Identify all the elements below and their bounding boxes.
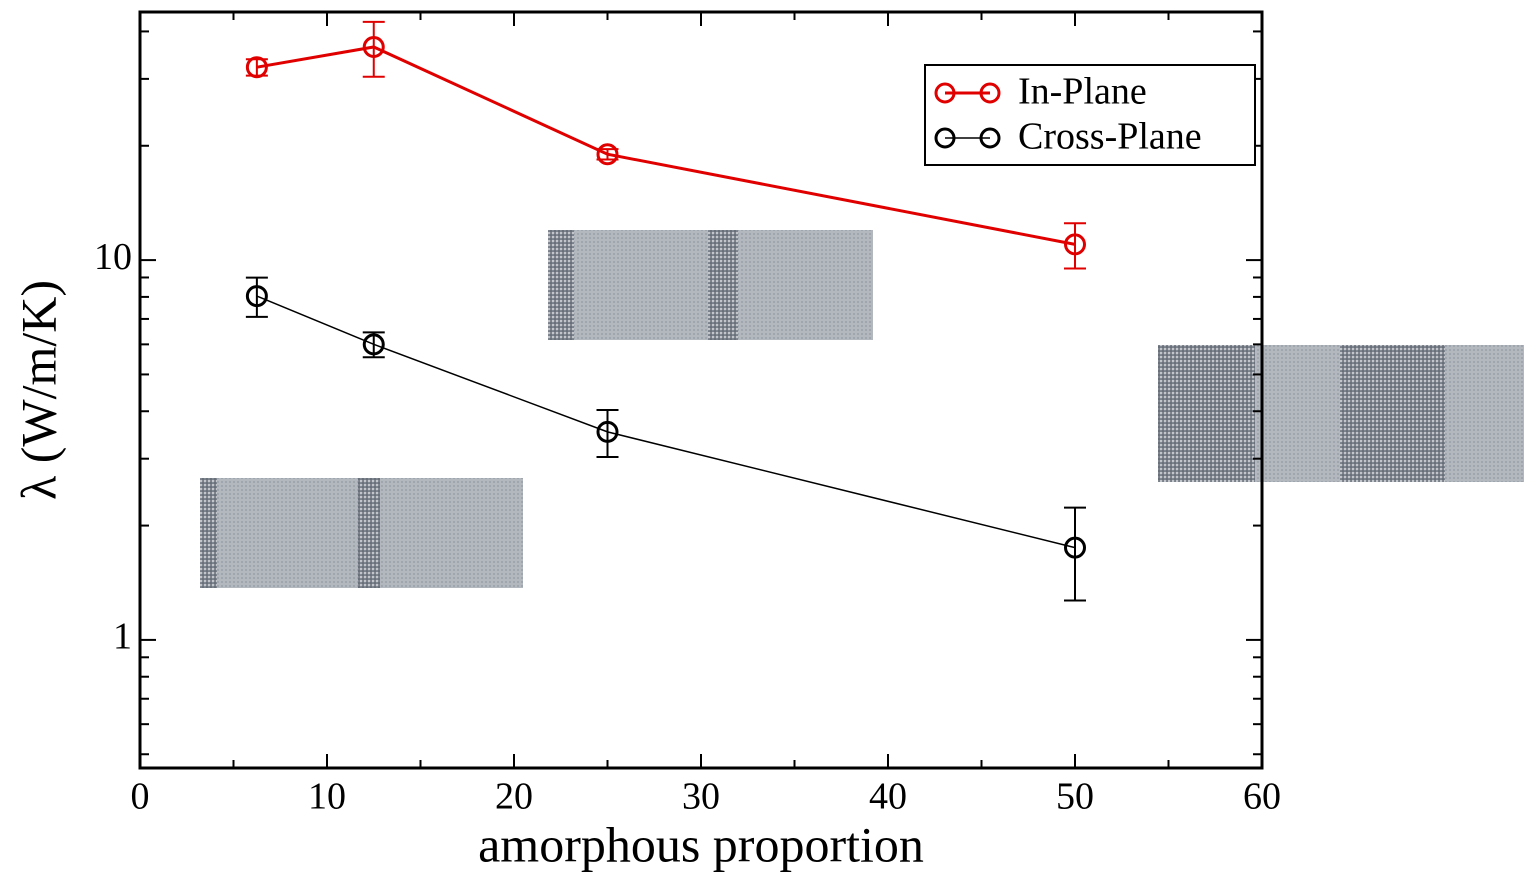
error-bar	[245, 276, 268, 318]
y-tick-label: 10	[94, 236, 132, 278]
structure-image	[548, 230, 873, 340]
data-point	[1064, 233, 1086, 256]
x-tick-label: 50	[1056, 776, 1094, 818]
x-tick-label: 0	[131, 776, 150, 818]
legend-marker	[979, 82, 1001, 104]
data-point	[596, 420, 619, 443]
legend-label: In-Plane	[1018, 71, 1147, 113]
x-axis-label: amorphous proportion	[478, 816, 924, 872]
data-point	[596, 143, 619, 166]
x-tick-label: 10	[308, 776, 346, 818]
series-line	[256, 45, 1076, 246]
data-point	[245, 56, 268, 79]
error-bar	[1064, 222, 1086, 270]
legend-label: Cross-Plane	[1018, 116, 1202, 158]
data-point	[245, 285, 268, 308]
error-bar	[596, 409, 619, 459]
error-bar	[362, 20, 385, 78]
data-point	[362, 35, 385, 58]
legend-marker	[934, 82, 956, 104]
x-tick-label: 30	[682, 776, 720, 818]
error-bar	[1064, 506, 1086, 602]
data-point	[1064, 536, 1086, 559]
y-tick-label: 1	[113, 616, 132, 658]
structure-image	[200, 478, 523, 588]
legend-marker	[979, 127, 1001, 149]
x-tick-label: 40	[869, 776, 907, 818]
legend-box	[924, 64, 1256, 166]
data-point	[362, 333, 385, 356]
series-line	[256, 295, 1076, 549]
y-axis-label: λ (W/m/K)	[10, 280, 66, 500]
x-tick-label: 20	[495, 776, 533, 818]
x-tick-label: 60	[1243, 776, 1281, 818]
structure-image	[1158, 345, 1524, 482]
legend-marker	[934, 127, 956, 149]
